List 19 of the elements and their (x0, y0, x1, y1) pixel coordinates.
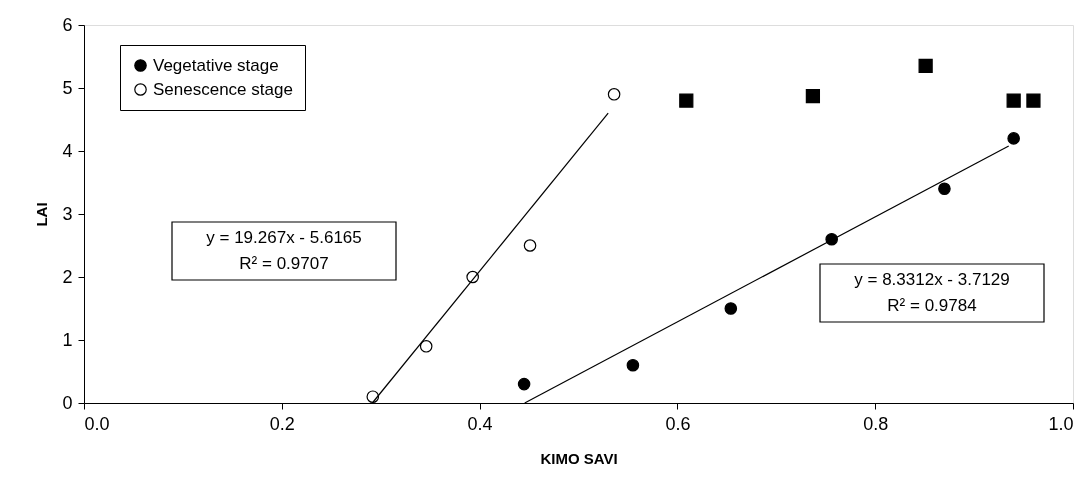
x-tick-label: 0.6 (665, 413, 691, 434)
x-tick-label: 0.8 (863, 413, 889, 434)
legend-label: Senescence stage (153, 79, 293, 99)
x-tick-label: 1.0 (1048, 413, 1074, 434)
legend-label: Vegetative stage (153, 55, 279, 75)
x-tick-label: 0.2 (269, 413, 295, 434)
y-tick-label: 2 (62, 266, 73, 287)
y-tick-label: 5 (62, 77, 73, 98)
annotation: y = 8.3312x - 3.7129 R² = 0.9784 (854, 270, 1010, 315)
y-axis-title: LAI (33, 202, 51, 227)
y-tick-label: 4 (62, 140, 73, 161)
annotation: y = 19.267x - 5.6165 R² = 0.9707 (206, 228, 362, 273)
x-tick-label: 0.0 (84, 413, 110, 434)
x-axis-title: KIMO SAVI (540, 449, 618, 467)
y-tick-label: 3 (62, 203, 73, 224)
y-tick-label: 0 (62, 392, 73, 413)
x-tick-label: 0.4 (467, 413, 493, 434)
y-tick-label: 1 (62, 329, 73, 350)
y-tick-label: 6 (62, 14, 73, 35)
